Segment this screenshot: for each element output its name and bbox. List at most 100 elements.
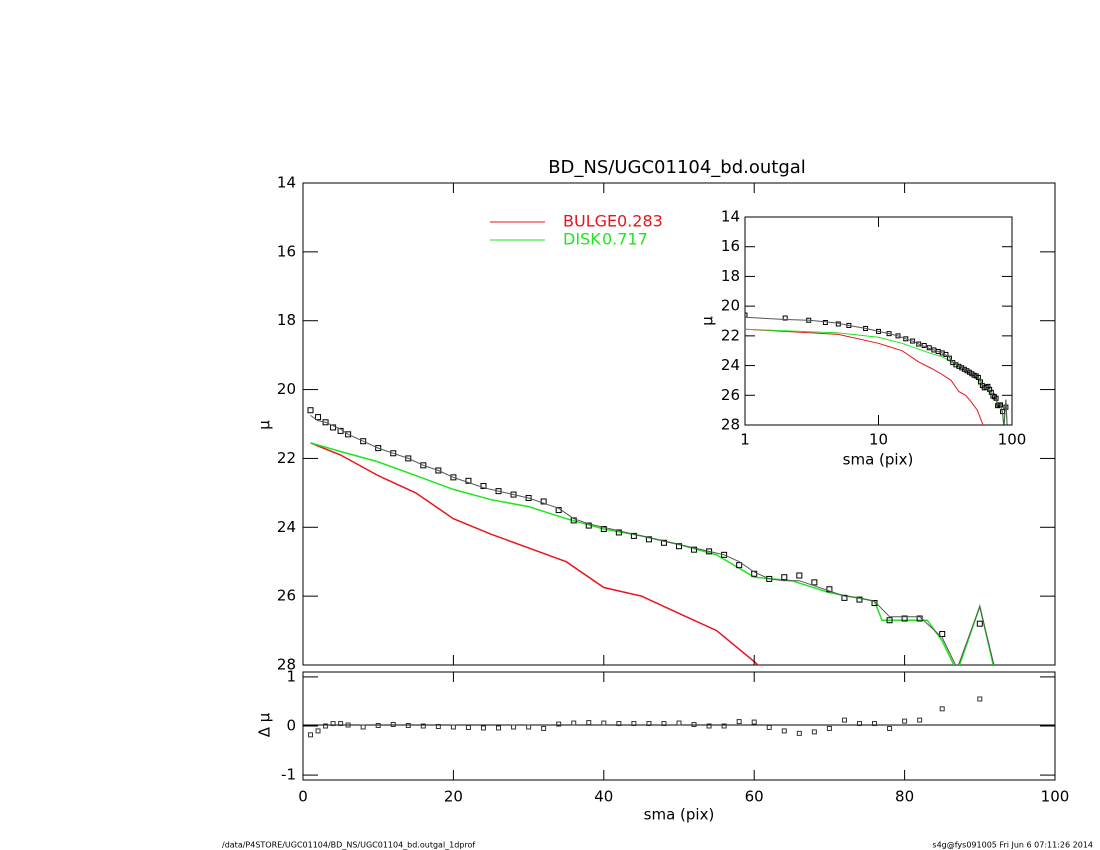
legend-label: DISK: [563, 230, 601, 249]
data-point: [706, 548, 713, 555]
y-tick-label: 18: [277, 311, 296, 329]
data-point: [307, 407, 314, 414]
data-point: [645, 536, 652, 543]
inset-x-tick-label: 100: [998, 431, 1027, 449]
data-point: [540, 498, 547, 505]
data-point: [916, 341, 922, 347]
data-point: [323, 723, 329, 729]
data-point: [571, 720, 577, 726]
data-point: [496, 725, 502, 731]
data-point: [903, 336, 909, 342]
data-point: [826, 725, 832, 731]
legend-label: BULGE: [563, 212, 617, 231]
x-tick-label: 40: [594, 788, 613, 806]
data-point: [375, 445, 382, 452]
data-point: [841, 717, 847, 723]
data-point: [856, 596, 863, 603]
series-line: [745, 316, 1008, 425]
residual-tick-label: -1: [281, 766, 296, 784]
data-point: [977, 696, 983, 702]
y-tick-label: 24: [277, 518, 296, 536]
data-point: [841, 594, 848, 601]
data-point: [946, 355, 952, 361]
data-point: [616, 721, 622, 727]
residual-frame: [302, 671, 1056, 781]
data-point: [901, 615, 908, 622]
data-point: [751, 570, 758, 577]
data-point: [615, 529, 622, 536]
series-line: [745, 328, 984, 425]
y-axis-label: μ: [256, 420, 274, 430]
inset-y-tick-label: 28: [721, 416, 740, 434]
footer-left: /data/P4STORE/UGC01104/BD_NS/UGC01104_bd…: [222, 841, 475, 850]
data-point: [390, 450, 397, 457]
data-point: [600, 526, 607, 533]
data-point: [676, 543, 682, 550]
inset-y-tick-label: 22: [721, 326, 740, 344]
data-point: [330, 721, 336, 727]
data-point: [435, 467, 442, 474]
x-axis-label: sma (pix): [644, 806, 715, 824]
data-point: [997, 402, 1003, 408]
data-point: [822, 319, 828, 325]
data-point: [465, 477, 472, 484]
y-tick-label: 22: [277, 449, 296, 467]
data-point: [691, 546, 698, 553]
data-point: [630, 532, 637, 539]
data-point: [661, 721, 667, 727]
y-tick-label: 16: [277, 242, 296, 260]
inset-y-tick-label: 18: [721, 267, 740, 285]
inset-x-tick-label: 1: [740, 431, 750, 449]
data-point: [420, 462, 427, 469]
y-tick-label: 28: [277, 656, 296, 674]
data-point: [526, 724, 532, 730]
data-point: [736, 719, 742, 725]
data-point: [405, 455, 412, 462]
data-point: [939, 631, 946, 638]
legend-fraction: 0.283: [617, 212, 663, 231]
x-tick-label: 80: [895, 788, 914, 806]
series-line: [310, 442, 994, 665]
data-point: [976, 620, 983, 627]
data-point: [308, 732, 314, 738]
data-point: [480, 482, 487, 489]
chart-title: BD_NS/UGC01104_bd.outgal: [548, 157, 806, 178]
data-point: [939, 706, 945, 712]
data-point: [345, 431, 352, 438]
residual-y-label: Δ μ: [256, 712, 274, 737]
data-point: [390, 722, 396, 728]
x-tick-label: 0: [298, 788, 308, 806]
data-point: [676, 720, 682, 726]
series-line: [310, 414, 995, 665]
data-point: [811, 729, 817, 735]
data-point: [826, 586, 833, 593]
series-line: [745, 328, 1008, 425]
data-point: [405, 723, 411, 729]
data-point: [556, 721, 562, 727]
data-point: [691, 722, 697, 728]
data-point: [660, 539, 667, 546]
legend-fraction: 0.717: [602, 230, 648, 249]
data-point: [360, 724, 366, 730]
data-point: [586, 720, 592, 726]
inset-x-label: sma (pix): [843, 451, 914, 469]
x-tick-label: 60: [745, 788, 764, 806]
y-tick-label: 20: [277, 380, 296, 398]
data-point: [782, 315, 788, 321]
residual-tick-label: 1: [286, 667, 296, 685]
data-point: [796, 572, 803, 579]
inset-y-label: μ: [699, 316, 717, 326]
data-point: [570, 517, 577, 524]
inset-y-tick-label: 14: [721, 208, 740, 226]
data-point: [736, 562, 743, 569]
data-point: [541, 725, 547, 731]
data-point: [631, 721, 637, 727]
data-point: [601, 720, 607, 726]
footer-right: s4g@fys091005 Fri Jun 6 07:11:26 2014: [932, 841, 1093, 850]
y-tick-label: 26: [277, 587, 296, 605]
inset-y-tick-label: 26: [721, 386, 740, 404]
data-point: [781, 728, 787, 734]
data-point: [886, 617, 893, 624]
